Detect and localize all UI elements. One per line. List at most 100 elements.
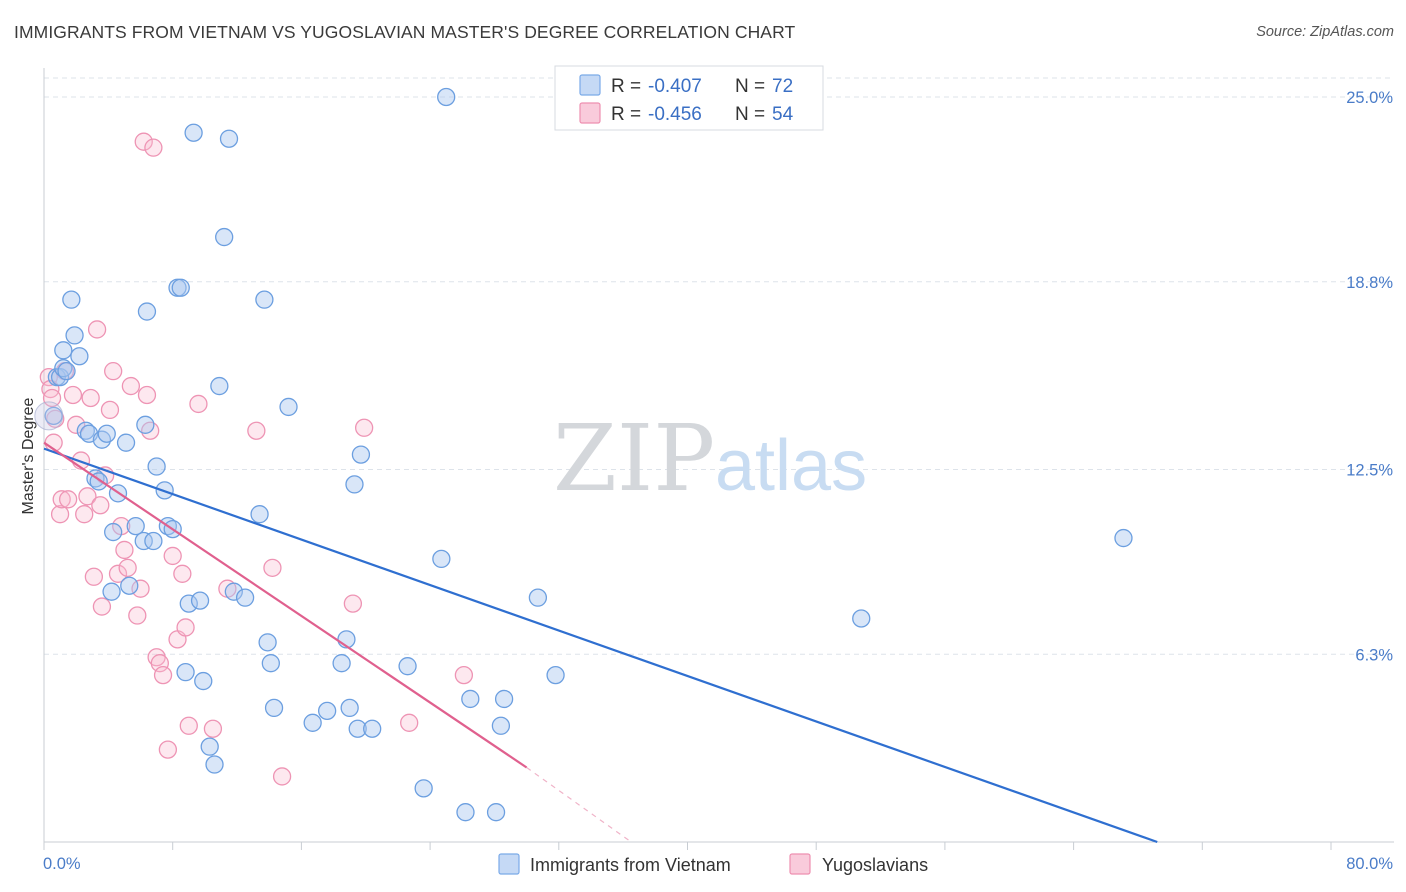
yugoslavians-point [189,394,208,414]
vietnam-point [215,227,234,247]
vietnam-point [171,278,190,297]
yugoslavians-point [137,385,157,405]
legend-n-label-vietnam: N = [735,76,765,97]
vietnam-point [194,671,213,691]
vietnam-point [852,609,871,628]
grid-lines [44,77,1394,655]
yugoslavians-trend-extension [526,767,632,843]
vietnam-point [351,445,371,464]
vietnam-point [136,415,155,434]
yugoslavians-point [141,421,160,440]
yugoslavians-point [163,546,182,566]
vietnam-point [144,531,163,551]
vietnam-point [44,406,63,426]
yugoslavians-point [134,132,153,151]
vietnam-point [340,698,359,718]
yugoslavians-point [63,385,83,405]
vietnam-point [398,657,417,676]
yugoslavians-point [203,719,223,738]
trend-lines [43,441,1158,844]
vietnam-point [120,576,139,595]
axes [43,68,1394,850]
vietnam-point [200,737,219,756]
yugoslavians-point [104,362,123,381]
bottom-legend-label-yugoslavians: Yugoslavians [822,855,928,875]
y-axis-label: Master's Degree [20,397,37,514]
yugoslavians-point [153,665,173,685]
vietnam-point [317,701,337,721]
legend-r-value-vietnam: -0.407 [648,76,702,97]
yugoslavians-point [92,597,112,616]
vietnam-point [261,654,280,673]
legend-r-value-yugoslavians: -0.456 [648,104,702,125]
yugoslavians-trend-line [43,441,528,769]
vietnam-point [219,129,239,148]
vietnam-point [116,433,136,452]
y-tick-label-2: 18.8% [1346,274,1393,292]
yugoslavians-point [131,579,150,598]
vietnam-point [54,359,73,378]
vietnam-point [250,505,269,524]
vietnam-point [303,713,322,732]
yugoslavians-point [247,421,266,440]
watermark: ZIP atlas [553,405,867,512]
legend-r-label-yugoslavians: R = [611,104,641,125]
x-tick-label-0: 0.0% [43,855,81,873]
yugoslavians-point [108,564,128,583]
y-tick-label-0: 6.3% [1355,646,1393,664]
vietnam-point [137,302,157,321]
yugoslavians-point [158,740,178,759]
vietnam-point [255,290,274,309]
legend-n-label-yugoslavians: N = [735,104,765,125]
vietnam-point [432,549,451,569]
vietnam-point [1114,528,1133,548]
legend-n-value-vietnam: 72 [772,76,793,97]
yugoslavians-point [128,606,147,625]
chart-title: IMMIGRANTS FROM VIETNAM VS YUGOSLAVIAN M… [14,22,796,42]
vietnam-point [205,755,224,774]
vietnam-point [102,582,121,601]
yugoslavians-point [115,540,134,560]
yugoslavians-point [263,558,282,577]
y-tick-label-1: 12.5% [1346,462,1393,480]
vietnam-point [97,424,116,443]
yugoslavians-point [454,665,474,685]
vietnam-point-large [34,401,64,431]
vietnam-point [258,633,277,652]
vietnam-point [65,326,84,345]
vietnam-point [345,475,364,494]
legend-n-value-yugoslavians: 54 [772,104,794,125]
yugoslavians-point [354,418,374,437]
vietnam-trend-line [43,447,1158,844]
yugoslavians-point [176,618,195,637]
vietnam-point [184,123,203,142]
vietnam-point [179,594,198,613]
vietnam-point [437,87,456,107]
vietnam-point [546,665,565,685]
vietnam-point [70,347,89,366]
bottom-legend-label-vietnam: Immigrants from Vietnam [530,855,731,875]
yugoslavians-point [173,564,192,583]
vietnam-point [235,588,255,607]
vietnam-point [414,779,433,798]
yugoslavians-point [78,487,97,506]
x-tick-label-1: 80.0% [1346,855,1393,873]
vietnam-point [332,654,351,673]
vietnam-point [57,362,76,381]
yugoslavians-point [179,716,198,735]
yugoslavians-points [39,132,474,786]
top-legend: R = -0.407 N = 72 R = -0.456 N = 54 [554,65,824,131]
vietnam-point [147,457,166,476]
legend-r-label-vietnam: R = [611,76,641,97]
bottom-legend-swatch-yugoslavians [789,853,811,875]
chart-source: Source: ZipAtlas.com [1256,24,1394,40]
yugoslavians-point [81,388,100,408]
vietnam-point [528,588,548,607]
vietnam-point [348,719,367,738]
vietnam-point [62,290,81,309]
watermark-atlas: atlas [715,426,867,506]
yugoslavians-point [272,767,292,786]
y-tick-label-3: 25.0% [1346,89,1393,107]
bottom-legend: Immigrants from Vietnam Yugoslavians [498,853,928,875]
